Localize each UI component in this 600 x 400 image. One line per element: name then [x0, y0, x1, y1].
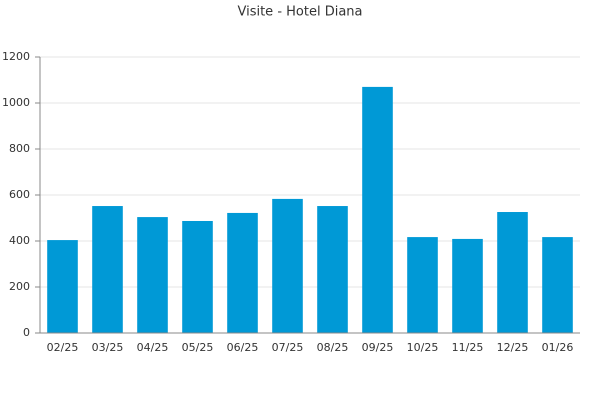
bar	[497, 212, 528, 333]
x-tick-label: 01/26	[542, 341, 574, 354]
bar	[47, 240, 78, 333]
bar	[137, 217, 168, 333]
bar	[542, 237, 573, 333]
bar	[317, 206, 348, 333]
bar	[182, 220, 213, 333]
bars	[47, 86, 573, 334]
bar	[227, 212, 258, 333]
y-tick-label: 400	[9, 234, 30, 247]
y-tick-label: 1000	[2, 96, 30, 109]
bar	[452, 238, 483, 333]
y-tick-label: 0	[23, 326, 30, 339]
x-tick-label: 02/25	[47, 341, 79, 354]
x-tick-label: 11/25	[452, 341, 484, 354]
y-tick-label: 600	[9, 188, 30, 201]
y-tick-label: 800	[9, 142, 30, 155]
x-tick-label: 06/25	[227, 341, 259, 354]
bar	[272, 198, 303, 333]
x-tick-label: 05/25	[182, 341, 214, 354]
bar	[407, 237, 438, 333]
x-tick-label: 04/25	[137, 341, 169, 354]
y-tick-label: 200	[9, 280, 30, 293]
grid	[40, 56, 580, 334]
x-tick-label: 03/25	[92, 341, 124, 354]
x-tick-label: 12/25	[497, 341, 529, 354]
bar	[362, 86, 393, 334]
x-tick-label: 08/25	[317, 341, 349, 354]
x-tick-label: 07/25	[272, 341, 304, 354]
y-tick-label: 1200	[2, 50, 30, 63]
chart-title: Visite - Hotel Diana	[237, 5, 362, 20]
x-tick-label: 10/25	[407, 341, 439, 354]
x-tick-label: 09/25	[362, 341, 394, 354]
bar	[92, 206, 123, 333]
